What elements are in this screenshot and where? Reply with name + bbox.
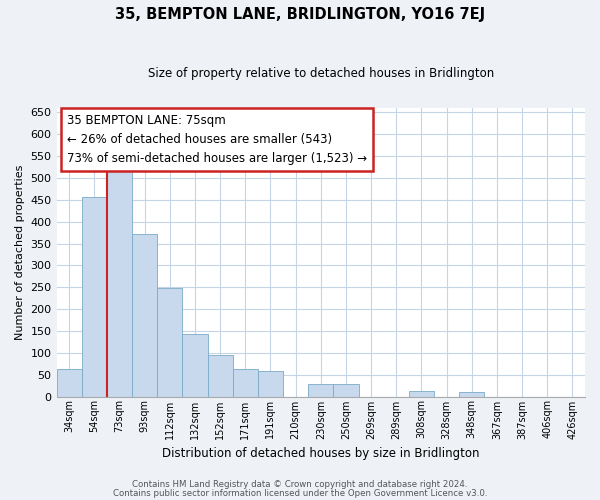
X-axis label: Distribution of detached houses by size in Bridlington: Distribution of detached houses by size … [162,447,479,460]
Bar [233,370,258,396]
Bar [56,369,82,396]
Bar [308,384,334,396]
Bar [208,355,233,397]
Text: Contains HM Land Registry data © Crown copyright and database right 2024.: Contains HM Land Registry data © Crown c… [132,480,468,489]
Bar [82,197,107,396]
Y-axis label: Number of detached properties: Number of detached properties [15,164,25,340]
Text: 35 BEMPTON LANE: 75sqm
← 26% of detached houses are smaller (543)
73% of semi-de: 35 BEMPTON LANE: 75sqm ← 26% of detached… [67,114,367,165]
Bar [132,234,157,396]
Bar [107,168,132,396]
Title: Size of property relative to detached houses in Bridlington: Size of property relative to detached ho… [148,68,494,80]
Bar [409,392,434,396]
Bar [334,384,359,396]
Bar [182,334,208,396]
Bar [459,392,484,396]
Bar [157,288,182,397]
Bar [258,371,283,396]
Text: Contains public sector information licensed under the Open Government Licence v3: Contains public sector information licen… [113,488,487,498]
Text: 35, BEMPTON LANE, BRIDLINGTON, YO16 7EJ: 35, BEMPTON LANE, BRIDLINGTON, YO16 7EJ [115,8,485,22]
